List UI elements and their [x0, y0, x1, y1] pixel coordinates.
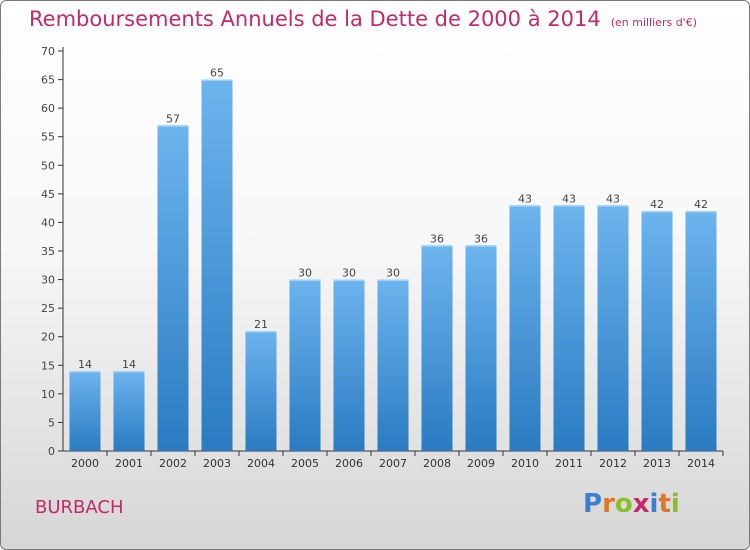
axes: 0 5 10 15 20 25 30 35 40 45 50 55 60 65 70 2000 2001 2002… — [41, 45, 724, 470]
bar — [509, 205, 541, 451]
data-label: 36 — [474, 232, 488, 245]
y-tick-label: 25 — [41, 302, 55, 315]
y-tick-label: 40 — [41, 216, 55, 229]
bar — [69, 371, 101, 451]
x-tick-label: 2014 — [687, 457, 715, 470]
bar — [377, 279, 409, 451]
bar-top-edge — [597, 205, 629, 207]
bar — [289, 279, 321, 451]
x-tick-label: 2003 — [203, 457, 231, 470]
commune-name: BURBACH — [35, 497, 124, 518]
bar-top-edge — [465, 245, 497, 247]
bar-top-edge — [157, 125, 189, 127]
bar-top-edge — [685, 211, 717, 213]
bar — [685, 211, 717, 451]
bar-top-edge — [245, 331, 277, 333]
data-label: 36 — [430, 232, 444, 245]
data-label: 30 — [386, 267, 400, 280]
bar — [113, 371, 145, 451]
bar-top-edge — [333, 279, 365, 282]
bar-top-edge — [421, 245, 453, 247]
x-tick-label: 2009 — [467, 457, 495, 470]
logo-letter: t — [658, 489, 671, 519]
proxiti-logo: Proxiti — [583, 489, 680, 519]
y-tick-label: 0 — [48, 445, 55, 458]
bar — [201, 79, 233, 452]
data-label: 43 — [606, 192, 620, 205]
x-tick-label: 2004 — [247, 457, 275, 470]
data-label: 14 — [122, 358, 136, 371]
bar-top-edge — [509, 205, 541, 207]
x-tick-label: 2006 — [335, 457, 363, 470]
x-tick-label: 2000 — [71, 457, 99, 470]
bar-top-edge — [377, 279, 409, 282]
y-tick-label: 55 — [41, 131, 55, 144]
bar-top-edge — [113, 371, 145, 373]
bar — [333, 279, 365, 451]
logo-letter: i — [670, 489, 680, 519]
bars — [69, 79, 717, 452]
x-tick-label: 2002 — [159, 457, 187, 470]
x-tick-label: 2007 — [379, 457, 407, 470]
data-label: 21 — [254, 318, 268, 331]
bar — [245, 331, 277, 451]
logo-letter: r — [602, 489, 615, 519]
data-label: 43 — [562, 192, 576, 205]
y-tick-label: 15 — [41, 359, 55, 372]
y-tick-label: 50 — [41, 159, 55, 172]
title-unit: (en milliers d'€) — [610, 16, 697, 29]
y-tick-label: 60 — [41, 102, 55, 115]
x-tick-label: 2008 — [423, 457, 451, 470]
bar-top-edge — [553, 205, 585, 207]
y-tick-label: 5 — [48, 416, 55, 429]
x-tick-label: 2011 — [555, 457, 583, 470]
data-label: 14 — [78, 358, 92, 371]
bar — [157, 125, 189, 452]
logo-letter: P — [583, 489, 603, 519]
data-label: 65 — [210, 67, 224, 80]
logo-letter: x — [632, 489, 650, 519]
x-tick-label: 2001 — [115, 457, 143, 470]
x-tick-label: 2010 — [511, 457, 539, 470]
data-label: 43 — [518, 192, 532, 205]
data-label: 57 — [166, 112, 180, 125]
x-tick-label: 2012 — [599, 457, 627, 470]
logo-letter: o — [614, 489, 633, 519]
y-tick-label: 70 — [41, 45, 55, 58]
bar — [553, 205, 585, 451]
x-tick-label: 2013 — [643, 457, 671, 470]
data-label: 30 — [298, 267, 312, 280]
logo-letter: i — [649, 489, 659, 519]
bar — [465, 245, 497, 451]
bar-top-edge — [289, 279, 321, 282]
x-tick-label: 2005 — [291, 457, 319, 470]
data-label: 30 — [342, 267, 356, 280]
bar-top-edge — [201, 79, 233, 82]
data-label: 42 — [694, 198, 708, 211]
bar-top-edge — [69, 371, 101, 373]
title-main: Remboursements Annuels de la Dette de 20… — [29, 7, 601, 31]
y-tick-label: 45 — [41, 188, 55, 201]
y-tick-label: 20 — [41, 331, 55, 344]
data-label: 42 — [650, 198, 664, 211]
data-labels: 14 14 57 65 21 30 30 30 36 36 43 43 43 42 42 — [78, 67, 708, 371]
y-tick-label: 10 — [41, 388, 55, 401]
bar — [597, 205, 629, 451]
bar-top-edge — [641, 211, 673, 213]
bar — [641, 211, 673, 451]
y-tick-label: 30 — [41, 274, 55, 287]
y-tick-label: 65 — [41, 74, 55, 87]
bar — [421, 245, 453, 451]
chart-title: Remboursements Annuels de la Dette de 20… — [29, 7, 697, 31]
y-tick-label: 35 — [41, 245, 55, 258]
